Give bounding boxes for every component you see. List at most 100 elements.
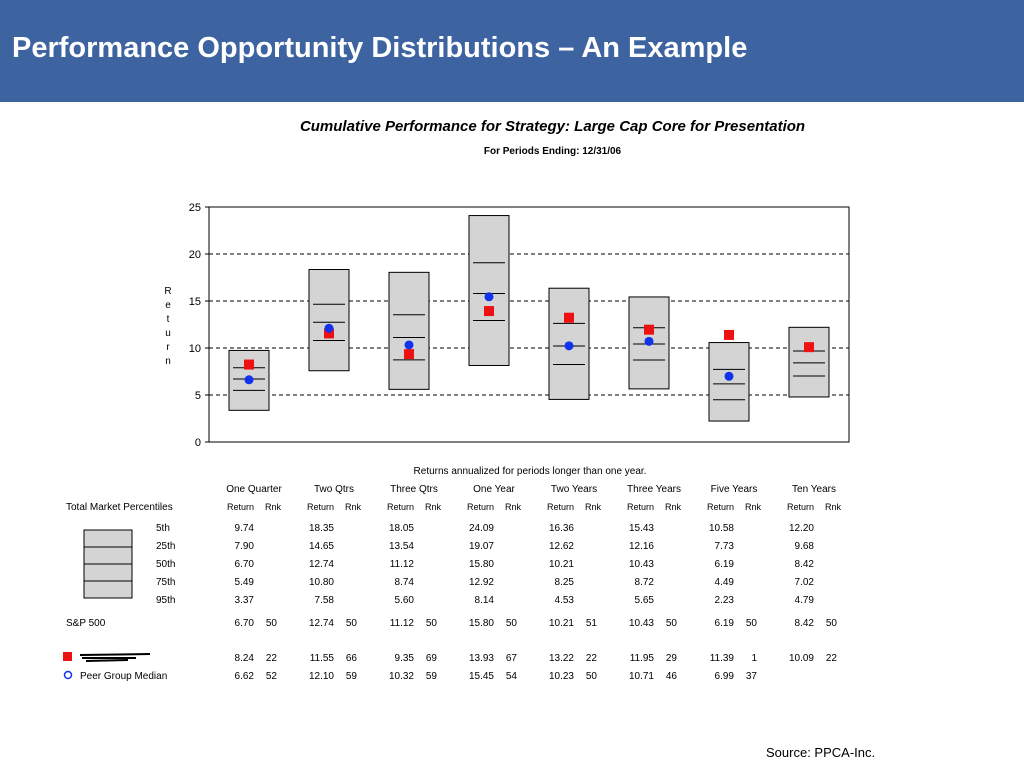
percentile-value: 8.72: [635, 577, 655, 588]
slide-title: Performance Opportunity Distributions – …: [12, 32, 748, 64]
peer-legend-marker: [63, 670, 73, 680]
series-rank-value: 50: [746, 618, 758, 629]
percentile-box: [388, 271, 430, 390]
series-return-value: 10.09: [789, 653, 814, 664]
return-col-header: Return: [387, 502, 414, 512]
series-rank-value: 59: [346, 671, 358, 682]
percentile-box: [708, 342, 750, 422]
return-col-header: Return: [547, 502, 574, 512]
category-label: Two Qtrs: [314, 484, 354, 495]
series-rank-value: 50: [586, 671, 598, 682]
percentile-value: 24.09: [469, 523, 494, 534]
percentile-value: 13.54: [389, 541, 414, 552]
percentile-value: 16.36: [549, 523, 574, 534]
category-label: Ten Years: [792, 484, 836, 495]
y-axis-label-letter: e: [165, 300, 171, 311]
strategy-marker: [724, 329, 734, 340]
percentile-value: 4.79: [795, 595, 815, 606]
percentile-box: [468, 215, 510, 366]
series-rank-value: 50: [666, 618, 678, 629]
percentile-value: 15.43: [629, 523, 654, 534]
y-axis-label-letter: R: [164, 286, 171, 297]
percentile-value: 3.37: [235, 595, 255, 606]
percentile-value: 15.80: [469, 559, 494, 570]
series-rank-value: 50: [426, 618, 438, 629]
series-rank-value: 66: [346, 653, 358, 664]
series-return-value: 6.70: [235, 618, 255, 629]
series-return-value: 11.95: [630, 653, 655, 664]
series-return-value: 8.42: [795, 618, 815, 629]
category-label: Five Years: [711, 484, 758, 495]
percentile-value: 10.43: [629, 559, 654, 570]
percentile-value: 7.73: [715, 541, 735, 552]
peer-median-marker: [244, 375, 254, 385]
series-label: S&P 500: [66, 618, 106, 629]
strategy-marker: [644, 324, 654, 335]
series-rank-value: 50: [826, 618, 838, 629]
return-col-header: Return: [467, 502, 494, 512]
strategy-marker: [564, 312, 574, 323]
percentile-value: 10.21: [549, 559, 574, 570]
percentile-value: 11.12: [390, 559, 415, 570]
series-rank-value: 50: [506, 618, 518, 629]
peer-median-marker: [404, 340, 414, 350]
series-return-value: 13.93: [469, 653, 494, 664]
percentile-box: [308, 269, 350, 372]
series-return-value: 10.21: [549, 618, 574, 629]
series-rank-value: 22: [586, 653, 598, 664]
category-label: Two Years: [551, 484, 597, 495]
series-rank-value: 37: [746, 671, 758, 682]
annualized-note: Returns annualized for periods longer th…: [414, 466, 647, 477]
percentile-value: 4.49: [715, 577, 735, 588]
y-tick-label: 10: [189, 343, 201, 355]
strategy-marker: [484, 306, 494, 317]
peer-median-marker: [724, 371, 734, 381]
series-rank-value: 22: [826, 653, 838, 664]
percentile-value: 9.68: [795, 541, 815, 552]
percentile-value: 5.60: [395, 595, 415, 606]
category-label: One Quarter: [226, 484, 282, 495]
category-label: One Year: [473, 484, 515, 495]
percentile-value: 6.19: [715, 559, 735, 570]
slide-header: Performance Opportunity Distributions – …: [0, 0, 1024, 102]
series-rank-value: 51: [586, 618, 598, 629]
series-return-value: 13.22: [549, 653, 574, 664]
series-rank-value: 67: [506, 653, 518, 664]
strategy-marker: [804, 342, 814, 353]
category-label: Three Years: [627, 484, 681, 495]
rank-col-header: Rnk: [265, 502, 282, 512]
series-rank-value: 1: [751, 653, 757, 664]
series-label: Peer Group Median: [80, 671, 167, 682]
percentile-value: 14.65: [309, 541, 334, 552]
series-return-value: 12.10: [309, 671, 334, 682]
peer-median-marker: [484, 292, 494, 302]
percentile-value: 18.35: [309, 523, 334, 534]
percentile-value: 6.70: [235, 559, 255, 570]
percentile-value: 12.62: [549, 541, 574, 552]
rank-col-header: Rnk: [345, 502, 362, 512]
percentile-value: 12.92: [469, 577, 494, 588]
percentile-value: 12.16: [629, 541, 654, 552]
percentile-row-label: 75th: [156, 577, 175, 588]
source-note: Source: PPCA-Inc.: [766, 745, 876, 760]
y-tick-label: 15: [189, 296, 201, 308]
strategy-marker: [324, 328, 334, 339]
series-return-value: 8.24: [235, 653, 255, 664]
percentile-value: 8.25: [555, 577, 575, 588]
series-return-value: 11.39: [710, 653, 735, 664]
series-rank-value: 29: [666, 653, 678, 664]
y-tick-label: 20: [189, 249, 201, 261]
percentile-value: 12.20: [789, 523, 814, 534]
rank-col-header: Rnk: [585, 502, 602, 512]
series-return-value: 9.35: [395, 653, 415, 664]
series-return-value: 11.12: [390, 618, 415, 629]
percentile-row-label: 5th: [156, 523, 170, 534]
y-axis-label-letter: n: [165, 356, 171, 367]
y-axis-label-letter: r: [166, 342, 170, 353]
series-rank-value: 59: [426, 671, 438, 682]
percentile-value: 9.74: [235, 523, 255, 534]
strategy-legend-marker: [63, 652, 72, 661]
return-col-header: Return: [707, 502, 734, 512]
series-rank-value: 46: [666, 671, 678, 682]
percentile-value: 4.53: [555, 595, 575, 606]
